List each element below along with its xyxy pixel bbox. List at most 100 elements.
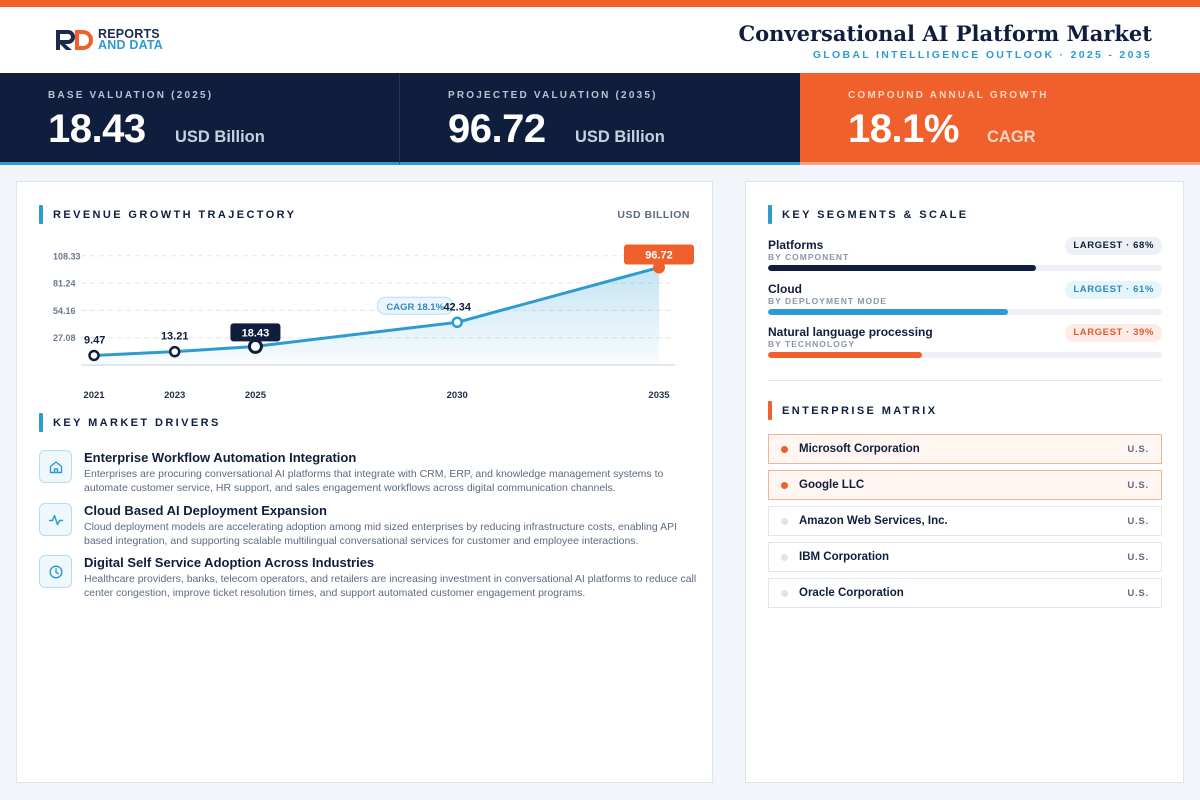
enterprise-marker [781,446,788,453]
kpi-label: PROJECTED VALUATION (2035) [448,90,658,101]
enterprise-name: IBM Corporation [799,551,890,563]
x-tick-label: 2023 [164,390,185,401]
y-tick-label: 54.16 [53,306,76,316]
enterprise-row[interactable]: IBM Corporation U.S. [768,542,1162,572]
segment-item: Natural language processing BY TECHNOLOG… [768,324,1162,367]
section-accent [39,205,43,224]
enterprise-name: Google LLC [799,479,865,491]
enterprise-marker [781,482,788,489]
data-label-box [624,244,694,265]
kpi-cagr: COMPOUND ANNUAL GROWTH 18.1% CAGR [800,73,1200,165]
y-tick-label: 27.08 [53,333,76,343]
data-label: 96.72 [645,249,673,261]
enterprise-row[interactable]: Microsoft Corporation U.S. [768,434,1162,464]
segment-category: BY TECHNOLOGY [768,339,855,349]
page-title: Conversational AI Platform Market [738,21,1152,46]
data-point [451,316,463,329]
segment-share-track [768,352,1162,358]
left-panel: REVENUE GROWTH TRAJECTORY USD BILLION 27… [16,181,713,783]
area-fill [94,267,659,365]
kpi-value: 18.1% [848,107,959,151]
data-point [168,345,181,358]
enterprise-name: Microsoft Corporation [799,443,920,455]
brand-name-line1: REPORTS [98,27,160,41]
data-label: 42.34 [443,301,471,313]
driver-item: Cloud Based AI Deployment Expansion Clou… [39,503,699,553]
y-tick-label: 81.24 [53,279,76,289]
kpi-projected-valuation: PROJECTED VALUATION (2035) 96.72 USD Bil… [400,73,800,165]
kpi-base-valuation: BASE VALUATION (2025) 18.43 USD Billion [0,73,400,165]
segment-share-badge: LARGEST · 39% [1065,324,1162,342]
segment-name: Cloud [768,282,802,296]
segment-item: Cloud BY DEPLOYMENT MODE LARGEST · 61% [768,281,1162,324]
driver-title: Cloud Based AI Deployment Expansion [84,503,327,518]
enterprise-name: Amazon Web Services, Inc. [799,515,948,527]
segment-share-fill [768,352,922,358]
brand-logo: REPORTS AND DATA [54,28,163,52]
home-icon [39,450,72,483]
revenue-section-label: REVENUE GROWTH TRAJECTORY [53,208,297,221]
enterprise-country: U.S. [1127,516,1149,527]
data-label: 18.43 [242,327,270,339]
kpi-unit: USD Billion [575,128,665,146]
cagr-annotation-pill [376,296,454,315]
enterprise-marker [781,590,788,597]
enterprise-name: Oracle Corporation [799,587,904,599]
kpi-unit: CAGR [987,128,1036,146]
enterprise-section-title: ENTERPRISE MATRIX [768,401,938,420]
driver-description: Healthcare providers, banks, telecom ope… [84,573,697,599]
drivers-section-title: KEY MARKET DRIVERS [39,413,221,432]
x-tick-label: 2021 [83,390,105,401]
enterprise-marker [781,554,788,561]
segment-name: Natural language processing [768,325,933,339]
driver-description: Enterprises are procuring conversational… [84,468,664,494]
data-point [653,261,665,274]
section-divider [768,380,1162,381]
segments-section-title: KEY SEGMENTS & SCALE [768,205,969,224]
kpi-strip: BASE VALUATION (2025) 18.43 USD Billion … [0,73,1200,165]
segment-category: BY DEPLOYMENT MODE [768,296,887,306]
pulse-icon [39,503,72,536]
data-label: 13.21 [161,331,189,343]
right-panel: KEY SEGMENTS & SCALE Platforms BY COMPON… [745,181,1184,783]
brand-name-line2: AND DATA [98,38,164,52]
kpi-value: 18.43 [48,107,146,151]
page-header: REPORTS AND DATA Conversational AI Platf… [0,7,1200,73]
segment-share-fill [768,309,1009,315]
section-accent [39,413,43,432]
segment-share-track [768,265,1162,271]
y-tick-label: 108.33 [53,251,81,261]
kpi-unit: USD Billion [175,128,265,146]
kpi-value: 96.72 [448,107,546,151]
section-accent [768,401,772,420]
segment-share-badge: LARGEST · 61% [1065,281,1162,299]
data-point [88,349,100,362]
page-subtitle: GLOBAL INTELLIGENCE OUTLOOK · 2025 - 203… [812,49,1152,61]
driver-item: Digital Self Service Adoption Across Ind… [39,555,699,605]
enterprise-row[interactable]: Amazon Web Services, Inc. U.S. [768,506,1162,536]
segment-category: BY COMPONENT [768,252,850,262]
rd-logo-icon [56,30,93,50]
data-point [247,338,263,354]
x-tick-label: 2030 [447,390,468,401]
driver-title: Enterprise Workflow Automation Integrati… [84,450,357,465]
enterprise-country: U.S. [1127,444,1149,455]
data-label: 9.47 [84,334,105,346]
driver-title: Digital Self Service Adoption Across Ind… [84,555,375,570]
driver-description: Cloud deployment models are accelerating… [84,521,677,547]
top-accent-bar [0,0,1200,7]
enterprise-marker [781,518,788,525]
segments-section-label: KEY SEGMENTS & SCALE [782,208,969,221]
x-tick-label: 2035 [648,390,670,401]
enterprise-row[interactable]: Google LLC U.S. [768,470,1162,500]
x-tick-label: 2025 [245,390,267,401]
kpi-label: BASE VALUATION (2025) [48,90,214,101]
chart-unit-label: USD BILLION [617,209,690,221]
kpi-label: COMPOUND ANNUAL GROWTH [848,90,1049,101]
segment-item: Platforms BY COMPONENT LARGEST · 68% [768,237,1162,280]
revenue-chart: 27.08 54.16 81.24 108.33 2021 2023 2025 2030 203… [53,244,694,401]
segment-share-badge: LARGEST · 68% [1065,237,1162,255]
enterprise-country: U.S. [1127,552,1149,563]
enterprise-row[interactable]: Oracle Corporation U.S. [768,578,1162,608]
segment-share-track [768,309,1162,315]
